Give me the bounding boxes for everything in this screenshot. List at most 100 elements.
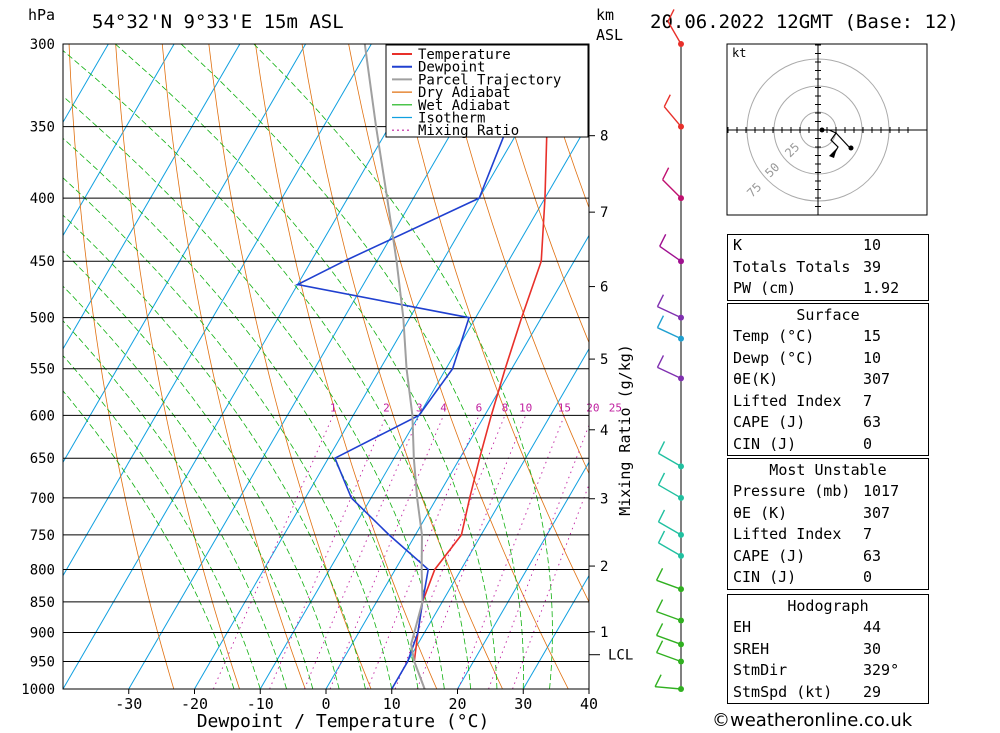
wet-adiabat-line <box>180 44 524 689</box>
date-title: 20.06.2022 12GMT (Base: 12) <box>650 11 959 33</box>
mixing-ratio-line <box>416 415 527 689</box>
dry-adiabat-line <box>301 44 503 689</box>
mixing-ratio-label: 20 <box>586 401 599 414</box>
surface-row-label: θE(K) <box>733 370 779 388</box>
wind-barb-flag <box>657 530 666 544</box>
pressure-tick-label: 950 <box>30 655 55 671</box>
wind-barb <box>667 21 682 45</box>
wind-barb <box>658 452 682 468</box>
footer-credit[interactable]: ©weatheronline.co.uk <box>712 710 913 731</box>
wind-barb-flag <box>657 441 666 454</box>
mixing-ratio-line <box>212 415 334 689</box>
mixing-ratio-label: 6 <box>476 401 483 414</box>
km-tick-label: 5 <box>600 352 608 368</box>
km-tick-label: 8 <box>600 129 608 145</box>
hodograph: kt 25 50 75 <box>726 43 928 216</box>
mixing-ratio-label: 2 <box>383 401 390 414</box>
legend-entry: Wet Adiabat <box>418 98 511 114</box>
dry-adiabat-line <box>208 44 372 689</box>
wind-barb-flag <box>655 599 664 612</box>
mu-row-label: Lifted Index <box>733 525 842 543</box>
wet-adiabat-line <box>253 44 553 689</box>
wind-barb <box>656 634 682 645</box>
mixing-ratio-line <box>394 415 506 689</box>
km-unit-label: km <box>596 6 614 24</box>
mu-row-value: 7 <box>863 525 873 543</box>
pressure-tick-label: 850 <box>30 595 55 611</box>
pressure-tick-label: 650 <box>30 451 55 467</box>
legend-entry: Parcel Trajectory <box>418 72 561 88</box>
km-tick-label: 1 <box>600 625 608 641</box>
indices-table: K 10 Totals Totals 39 PW (cm) 1.92 <box>727 234 929 301</box>
mu-row-label: Pressure (mb) <box>733 482 851 500</box>
hodo-row-label: EH <box>733 618 752 636</box>
mixing-ratio-labels: 1 2 3 4 6 8 10 15 20 25 <box>330 401 622 414</box>
pressure-tick-label: 500 <box>30 311 55 327</box>
storm-motion-dot <box>848 145 854 151</box>
dry-adiabat-line <box>488 44 589 344</box>
isotherm-line <box>63 44 372 577</box>
hodo-row-value: 29 <box>863 682 882 701</box>
wind-barb-flag <box>663 94 671 107</box>
surface-row-label: Temp (°C) <box>733 327 815 345</box>
hodo-row-value: 30 <box>863 639 882 658</box>
x-tick-label: 30 <box>514 695 532 713</box>
pressure-tick-label: 400 <box>30 191 55 207</box>
surface-row-label: Lifted Index <box>733 391 842 410</box>
x-tick-label: -20 <box>181 695 208 713</box>
mixing-ratio-line <box>329 415 444 689</box>
wind-barb <box>658 542 682 557</box>
wind-barb-flag <box>656 315 665 328</box>
temperature-line <box>413 44 548 689</box>
k-index-label: K <box>733 236 743 254</box>
pressure-tick-label: 750 <box>30 528 55 544</box>
x-tick-label: -10 <box>247 695 274 713</box>
plot-frame <box>62 43 590 690</box>
wind-barb <box>655 686 682 690</box>
pw-value: 1.92 <box>863 279 900 297</box>
surface-row-value: 0 <box>863 434 873 453</box>
dry-adiabat-line <box>394 44 589 603</box>
wind-barb-flag <box>655 567 664 581</box>
most-unstable-title: Most Unstable <box>769 461 887 479</box>
wind-barb-flag <box>655 623 664 636</box>
hodograph-trace <box>822 129 839 155</box>
x-tick-label: 40 <box>580 695 598 713</box>
mixing-ratio-label: 4 <box>440 401 447 414</box>
wet-adiabat-line <box>63 50 472 689</box>
wind-barb <box>656 651 682 663</box>
pressure-tick-label: 550 <box>30 362 55 378</box>
profile-series <box>295 44 548 689</box>
wind-barb <box>657 306 682 319</box>
x-tick-label: 10 <box>383 695 401 713</box>
isotherm-line <box>457 461 589 689</box>
hodo-row-label: StmSpd (kt) <box>733 682 833 701</box>
x-tick-label: 0 <box>321 695 330 713</box>
legend-entry: Isotherm <box>418 111 485 127</box>
isotherm-line <box>522 574 589 689</box>
mixing-ratio-label: 15 <box>558 401 571 414</box>
location-title: 54°32'N 9°33'E 15m ASL <box>92 11 344 33</box>
x-tick-label: 20 <box>448 695 466 713</box>
hodo-row-label: StmDir <box>733 661 788 679</box>
wind-barb-flag <box>656 294 665 307</box>
km-tick-label: 3 <box>600 492 608 508</box>
legend-entry: Dry Adiabat <box>418 85 511 101</box>
isotherm-line <box>63 44 438 689</box>
lcl-label: LCL <box>608 648 633 664</box>
legend-entry: Temperature <box>418 47 511 63</box>
isotherm-line <box>63 44 307 464</box>
mu-row-label: CIN (J) <box>733 568 797 586</box>
hodo-row-value: 329° <box>863 661 900 679</box>
km-tick-label: 4 <box>600 423 608 439</box>
km-tick-label: 2 <box>600 559 608 575</box>
isotherm-line <box>259 121 589 689</box>
isotherm-line <box>325 234 589 689</box>
wind-barb-flag <box>656 355 665 368</box>
wind-barb <box>663 106 682 128</box>
mu-row-value: 0 <box>863 568 873 586</box>
hodograph-table-title: Hodograph <box>787 597 869 615</box>
wind-barb <box>657 366 682 380</box>
surface-row-label: CAPE (J) <box>733 413 806 431</box>
